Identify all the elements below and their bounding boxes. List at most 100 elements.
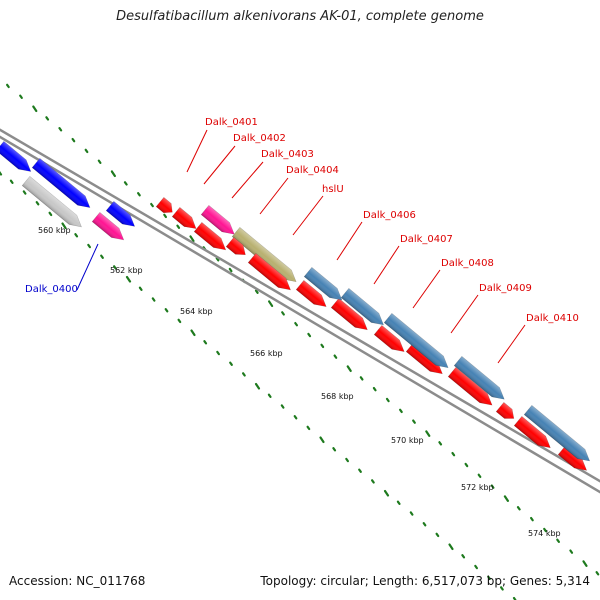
gene-label: Dalk_0408 — [441, 258, 494, 269]
minor-tick — [332, 447, 337, 452]
gene-label: Dalk_0400 — [25, 284, 78, 295]
major-tick — [254, 382, 261, 390]
gene-arrow-shade — [524, 405, 590, 461]
gene-arrow-shade — [106, 201, 135, 227]
gene-arrow-dalk-0400 — [31, 158, 91, 208]
minor-tick — [35, 201, 40, 206]
gene-arrow-shade — [496, 402, 514, 419]
minor-tick — [359, 376, 364, 381]
major-tick — [346, 365, 352, 373]
gene-arrow-shade — [374, 325, 405, 352]
minor-tick — [87, 243, 92, 249]
gene-arrow-shade — [514, 416, 551, 448]
minor-tick — [163, 213, 167, 219]
tick-label: 560 kbp — [38, 226, 71, 235]
label-leader-line — [186, 129, 208, 173]
tick-label: 562 kbp — [110, 266, 143, 275]
minor-tick — [100, 254, 104, 259]
gene-arrow-dalk-0406 — [303, 267, 343, 301]
gene-label: Dalk_0403 — [261, 149, 314, 160]
minor-tick — [409, 511, 414, 516]
label-leader-line — [76, 243, 99, 291]
minor-tick — [254, 289, 259, 294]
gene-arrow-shade — [331, 298, 368, 330]
gene-arrow-shade — [232, 227, 297, 282]
gene-label: Dalk_0404 — [286, 165, 339, 176]
minor-tick — [71, 137, 76, 143]
feature-track — [0, 141, 591, 471]
backbone-line — [0, 135, 600, 494]
minor-tick — [556, 538, 561, 543]
minor-tick — [137, 192, 141, 197]
minor-tick — [280, 404, 285, 409]
gene-arrow-shade — [296, 280, 327, 307]
minor-tick — [543, 527, 547, 533]
label-leaders — [76, 129, 526, 364]
minor-tick — [151, 297, 156, 302]
minor-tick — [412, 419, 416, 424]
minor-tick — [45, 116, 50, 121]
gene-arrow-dalk-0400 — [0, 141, 32, 172]
major-tick — [61, 222, 67, 230]
minor-tick — [150, 202, 154, 208]
major-tick — [110, 170, 117, 178]
minor-tick — [203, 340, 208, 345]
gene-arrow-red — [373, 325, 405, 352]
minor-tick — [516, 506, 521, 511]
major-tick — [125, 275, 132, 283]
label-leader-line — [412, 269, 441, 309]
label-leader-line — [450, 294, 479, 334]
gene-label: Dalk_0409 — [479, 283, 532, 294]
label-leader-line — [292, 195, 324, 236]
tick-label: 574 kbp — [528, 529, 561, 538]
gene-arrow-red — [247, 253, 291, 291]
minor-tick — [333, 354, 338, 359]
minor-tick — [307, 332, 312, 338]
gene-arrow-shade — [156, 197, 173, 213]
minor-tick — [48, 211, 53, 217]
gene-label: Dalk_0410 — [526, 313, 579, 324]
minor-tick — [438, 441, 443, 446]
minor-tick — [500, 586, 504, 591]
label-leader-line — [373, 245, 400, 285]
minor-tick — [595, 571, 600, 576]
minor-tick — [281, 311, 285, 316]
minor-tick — [22, 190, 27, 195]
minor-tick — [474, 564, 478, 570]
minor-tick — [461, 554, 466, 559]
gene-arrow-dalk-0406 — [340, 288, 384, 326]
minor-tick — [487, 575, 491, 580]
gene-arrow-red — [447, 367, 493, 406]
minor-tick — [58, 127, 63, 132]
minor-tick — [477, 473, 482, 479]
minor-tick — [97, 159, 102, 164]
minor-tick — [294, 321, 298, 327]
minor-tick — [112, 265, 117, 270]
minor-tick — [19, 94, 23, 99]
gene-arrow-dalk-0401 — [155, 197, 173, 213]
minor-tick — [372, 386, 377, 392]
gene-arrow-shade — [0, 141, 31, 172]
gene-arrow-red — [295, 280, 327, 307]
minor-tick — [345, 457, 349, 463]
minor-tick — [529, 516, 534, 522]
minor-tick — [177, 318, 182, 324]
major-tick — [189, 235, 195, 243]
label-leader-line — [259, 177, 289, 215]
gene-arrow-shade — [201, 205, 235, 235]
gene-arrow-shade — [22, 176, 82, 227]
tick-labels: 560 kbp 562 kbp 564 kbp 566 kbp 568 kbp 570 k… — [38, 226, 561, 538]
major-tick — [190, 329, 196, 337]
minor-tick — [138, 286, 143, 291]
gene-arrow-dalk-0410 — [523, 405, 591, 462]
gene-arrow-dalk-0408 — [453, 356, 505, 400]
gene-arrow-shade — [194, 222, 226, 250]
minor-tick — [215, 257, 220, 262]
minor-tick — [123, 181, 128, 186]
gene-arrow-shade — [558, 445, 587, 471]
minor-tick — [358, 468, 362, 473]
gene-arrow-shade — [384, 313, 449, 368]
gene-arrow-shade — [226, 237, 246, 255]
gene-arrow-shade — [172, 207, 197, 229]
